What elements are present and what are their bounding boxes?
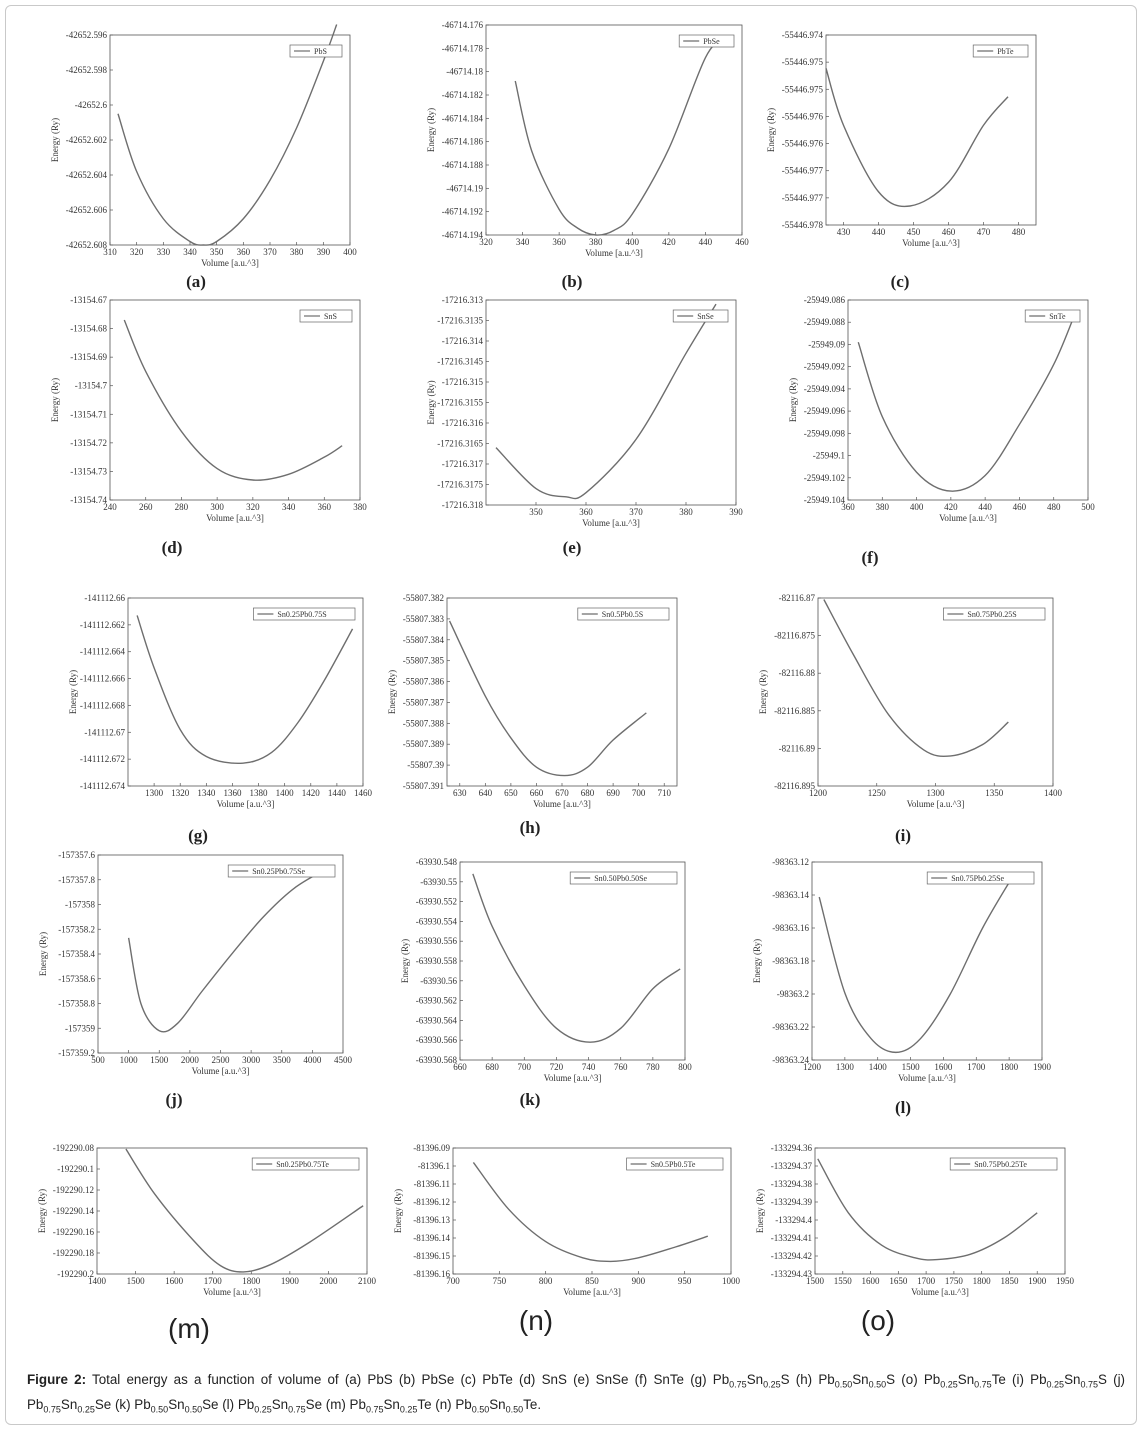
figure-frame — [5, 5, 1137, 1425]
panel-label-h: (h) — [519, 818, 541, 837]
panel-label-b: (b) — [561, 272, 583, 291]
panel-label-i: (i) — [894, 826, 912, 845]
panel-label-k: (k) — [519, 1090, 541, 1109]
caption-label: Figure 2: — [27, 1372, 87, 1387]
panel-label-c: (c) — [890, 272, 910, 291]
panel-label-f: (f) — [861, 548, 879, 567]
caption-text: Total energy as a function of volume of … — [27, 1372, 1126, 1415]
panel-label-n: (n) — [518, 1305, 554, 1336]
panel-label-d: (d) — [161, 538, 183, 557]
figure-caption: Figure 2: Total energy as a function of … — [27, 1370, 1125, 1419]
panel-label-o: (o) — [860, 1305, 896, 1336]
panel-label-g: (g) — [188, 826, 208, 845]
panel-label-j: (j) — [165, 1090, 183, 1109]
panel-label-m: (m) — [168, 1313, 210, 1344]
panel-label-a: (a) — [186, 272, 206, 291]
panel-label-e: (e) — [562, 538, 582, 557]
panel-label-l: (l) — [894, 1098, 912, 1117]
